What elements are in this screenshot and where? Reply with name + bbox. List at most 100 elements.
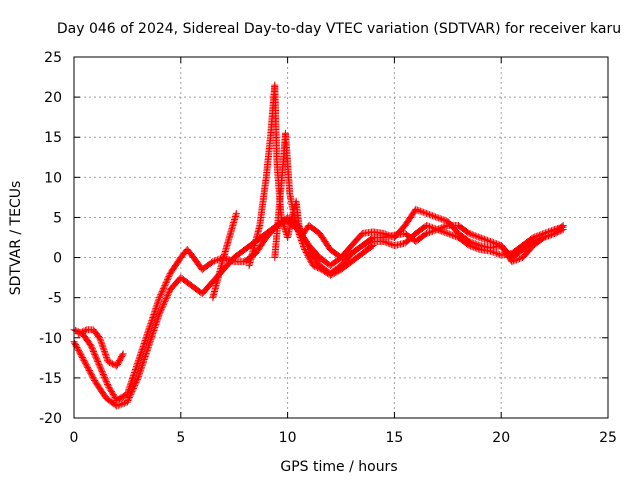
data-point xyxy=(108,388,116,396)
data-point xyxy=(89,374,97,382)
data-point xyxy=(491,249,499,257)
data-point xyxy=(146,337,154,345)
data-point xyxy=(424,229,432,237)
data-point xyxy=(88,343,96,351)
data-point xyxy=(131,369,139,377)
data-point xyxy=(137,350,145,358)
y-tick-label: -10 xyxy=(39,331,62,347)
data-point xyxy=(293,223,301,231)
data-point xyxy=(295,229,303,237)
data-point xyxy=(448,231,456,239)
data-point xyxy=(436,224,444,232)
data-point xyxy=(474,233,482,241)
data-point xyxy=(108,389,116,397)
data-point xyxy=(304,251,312,259)
data-point xyxy=(145,326,153,334)
x-tick-label: 25 xyxy=(599,430,617,446)
data-point xyxy=(84,365,92,373)
y-tick-label: 0 xyxy=(53,251,62,267)
data-point xyxy=(159,301,167,309)
data-point xyxy=(438,224,446,232)
data-point xyxy=(90,375,98,383)
x-tick-label: 5 xyxy=(176,430,185,446)
data-point xyxy=(151,322,159,330)
data-point xyxy=(161,296,169,304)
data-point xyxy=(97,366,105,374)
data-point xyxy=(148,317,156,325)
data-point xyxy=(141,354,149,362)
data-point xyxy=(114,401,122,409)
data-point xyxy=(413,206,421,214)
data-point xyxy=(309,262,317,270)
data-point xyxy=(144,329,152,337)
data-point xyxy=(140,341,148,349)
data-point xyxy=(147,334,155,342)
data-point xyxy=(425,228,433,236)
data-point xyxy=(429,212,437,220)
data-point xyxy=(470,231,478,239)
data-point xyxy=(160,299,168,307)
data-point xyxy=(145,342,153,350)
data-point xyxy=(468,231,476,239)
data-point xyxy=(139,343,147,351)
data-point xyxy=(93,355,101,363)
data-point xyxy=(88,371,96,379)
data-point xyxy=(384,239,392,247)
data-point xyxy=(442,222,450,230)
data-point xyxy=(138,363,146,371)
data-point xyxy=(102,350,110,358)
data-point xyxy=(422,221,430,229)
data-points xyxy=(70,81,567,410)
data-point xyxy=(514,255,522,263)
data-point xyxy=(77,351,85,359)
data-point xyxy=(109,391,117,399)
data-point xyxy=(559,221,567,229)
data-point xyxy=(83,362,91,370)
data-point xyxy=(229,257,237,265)
data-point xyxy=(154,314,162,322)
data-point xyxy=(155,311,163,319)
data-point xyxy=(493,240,501,248)
data-point xyxy=(161,280,169,288)
data-point xyxy=(300,243,308,251)
data-point xyxy=(89,346,97,354)
x-axis-label: GPS time / hours xyxy=(280,459,397,475)
data-point xyxy=(156,308,164,316)
data-point xyxy=(337,254,345,262)
data-point xyxy=(294,227,302,235)
data-point xyxy=(116,401,124,409)
data-point xyxy=(163,293,171,301)
data-point xyxy=(427,228,435,236)
data-point xyxy=(100,372,108,380)
data-point xyxy=(157,291,165,299)
data-point xyxy=(299,241,307,249)
data-point xyxy=(147,336,155,344)
data-point xyxy=(441,216,449,224)
data-point xyxy=(161,282,169,290)
data-point xyxy=(471,240,479,248)
data-point xyxy=(128,376,136,384)
data-point xyxy=(473,240,481,248)
data-point xyxy=(82,361,90,369)
data-point xyxy=(159,285,167,293)
data-point xyxy=(99,343,107,351)
data-point xyxy=(72,341,80,349)
data-point xyxy=(436,215,444,223)
y-tick-label: 10 xyxy=(44,170,62,186)
data-point xyxy=(139,344,147,352)
data-point xyxy=(123,390,131,398)
data-point xyxy=(133,362,141,370)
data-point xyxy=(433,213,441,221)
data-point xyxy=(298,238,306,246)
data-point xyxy=(512,256,520,264)
data-point xyxy=(110,392,118,400)
data-point xyxy=(133,375,141,383)
data-point xyxy=(131,380,139,388)
y-tick-label: 5 xyxy=(53,210,62,226)
data-point xyxy=(80,327,88,335)
y-tick-label: 15 xyxy=(44,130,62,146)
data-point xyxy=(162,295,170,303)
data-point xyxy=(134,359,142,367)
data-point xyxy=(136,368,144,376)
data-point xyxy=(438,215,446,223)
